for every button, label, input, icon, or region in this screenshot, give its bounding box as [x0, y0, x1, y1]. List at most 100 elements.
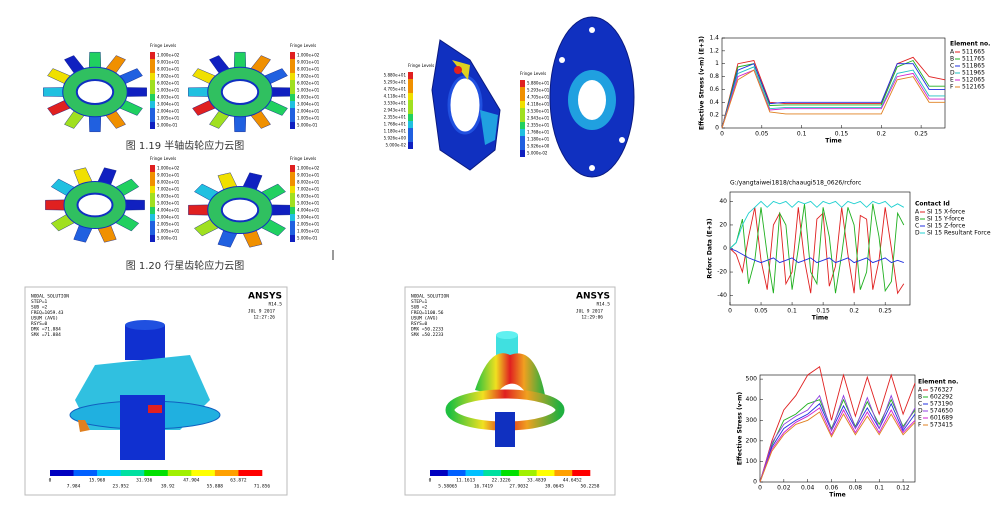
- legend-label: 3.004e+01: [297, 102, 320, 107]
- color-scale: [214, 470, 239, 476]
- x-tick-label: 0.02: [777, 485, 791, 492]
- plot-frame: [759, 374, 916, 483]
- legend-swatch: [290, 80, 295, 87]
- x-axis-label: Time: [825, 138, 841, 145]
- x-tick-label: 0.1: [874, 485, 884, 492]
- y-tick-label: 0: [715, 125, 719, 132]
- color-scale: [97, 470, 121, 476]
- scale-label: 31.936: [136, 478, 153, 484]
- legend-label: 5.003e+01: [157, 88, 180, 93]
- x-axis-label: Time: [829, 492, 845, 499]
- legend-label: 1.768e+01: [384, 122, 407, 127]
- legend-label: 7.002e+01: [297, 187, 320, 192]
- scale-label: 39.0645: [545, 484, 564, 490]
- y-tick-label: 400: [746, 396, 758, 403]
- scale-label: 22.3226: [492, 478, 511, 484]
- legend-label: 4.118e+01: [527, 102, 550, 107]
- solution-info: SMX =71.884: [31, 332, 61, 338]
- legend-label: 5.880e+01: [384, 73, 407, 78]
- legend-swatch: [290, 94, 295, 101]
- legend-swatch: [290, 200, 295, 207]
- time: 12:27:26: [253, 315, 275, 321]
- color-scale: [73, 470, 98, 476]
- housing-render: [431, 16, 635, 178]
- color-scale: [447, 470, 466, 476]
- legend-label: 1.005e+01: [297, 229, 320, 234]
- legend-label: 5.003e+01: [297, 201, 320, 206]
- series-line: [729, 200, 905, 249]
- legend-swatch: [290, 186, 295, 193]
- series-line: [729, 203, 905, 294]
- legend-swatch: [408, 135, 413, 142]
- x-tick-label: 0.12: [896, 485, 910, 492]
- color-scale: [191, 470, 216, 476]
- legend-label: 5.000e-02: [386, 143, 407, 148]
- legend-symbol: C: [950, 63, 954, 70]
- scale-label: 63.872: [230, 478, 247, 484]
- part-render: [69, 320, 565, 460]
- legend-swatch: [290, 214, 295, 221]
- x-axis-label: Time: [812, 315, 828, 322]
- legend-swatch: [290, 52, 295, 59]
- legend-symbol: D: [950, 70, 955, 77]
- legend-swatch: [520, 115, 525, 122]
- scale-label: 11.1613: [456, 478, 475, 484]
- legend-symbol: F: [918, 422, 922, 429]
- date: JUL 9 2017: [248, 309, 275, 315]
- legend-label: 511865: [962, 63, 985, 70]
- solution-info: SUB =2: [31, 305, 48, 311]
- version: R14.5: [268, 302, 282, 308]
- caption: 图 1.20 行星齿轮应力云图: [126, 259, 245, 272]
- solution-info: DMX =50.2233: [411, 327, 444, 333]
- y-tick-label: 300: [746, 417, 758, 424]
- legend-title: Contact Id: [915, 201, 950, 208]
- legend-swatch: [408, 86, 413, 93]
- solution-info: FREQ=1059.43: [31, 310, 64, 316]
- legend-swatch: [520, 94, 525, 101]
- legend-label: 2.005e+01: [157, 222, 180, 227]
- legend-swatch: [408, 142, 413, 149]
- version: R14.5: [596, 302, 610, 308]
- legend-symbol: A: [918, 387, 923, 394]
- legend-swatch: [290, 228, 295, 235]
- legend-symbol: B: [915, 216, 919, 223]
- legend-swatch: [290, 59, 295, 66]
- legend-swatch: [150, 235, 155, 242]
- ansys-logo: ANSYS: [248, 292, 282, 302]
- legend-swatch: [150, 59, 155, 66]
- legend-title: Fringe Levels: [150, 43, 176, 48]
- legend-swatch: [150, 73, 155, 80]
- scale-label: 55.888: [207, 484, 224, 490]
- color-scale: [465, 470, 484, 476]
- legend-swatch: [290, 172, 295, 179]
- legend-label: 8.001e+01: [157, 67, 180, 72]
- legend-label: 602292: [930, 394, 953, 401]
- legend-label: 3.530e+01: [384, 101, 407, 106]
- legend-swatch: [150, 108, 155, 115]
- y-tick-label: 1.2: [709, 47, 719, 54]
- legend-label: 511665: [962, 49, 985, 56]
- solution-info: STEP=1: [411, 299, 428, 305]
- legend-swatch: [150, 66, 155, 73]
- scale-label: 0: [429, 478, 432, 484]
- scale-label: 50.2258: [581, 484, 600, 490]
- x-tick-label: 0.06: [825, 485, 839, 492]
- legend-swatch: [408, 128, 413, 135]
- y-tick-label: 1.4: [709, 35, 719, 42]
- legend-swatch: [408, 93, 413, 100]
- legend-swatch: [408, 100, 413, 107]
- legend-label: 8.002e+01: [297, 180, 320, 185]
- legend-label: 601689: [930, 415, 953, 422]
- legend-label: 3.530e+01: [527, 109, 550, 114]
- legend-label: 5.293e+01: [527, 88, 550, 93]
- legend-label: 512165: [962, 84, 985, 91]
- legend-label: 1.005e+01: [157, 116, 180, 121]
- legend-title: Fringe Levels: [408, 63, 434, 68]
- legend-label: 7.002e+01: [297, 74, 320, 79]
- legend-label: SI 15 Z-force: [927, 223, 966, 230]
- gear-hole: [76, 192, 114, 218]
- series-line: [759, 366, 916, 483]
- legend-label: 4.705e+01: [384, 87, 407, 92]
- legend-label: 1.000e+02: [157, 166, 180, 171]
- scale-label: 27.9032: [509, 484, 528, 490]
